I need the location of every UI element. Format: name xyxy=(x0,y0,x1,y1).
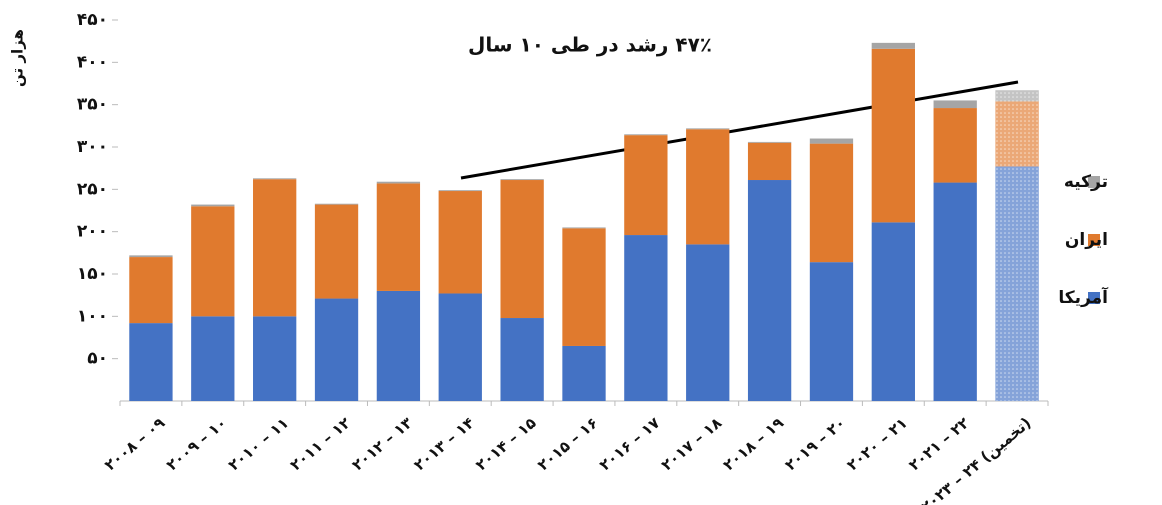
bar-segment xyxy=(129,323,173,401)
x-tick-label: ۲۰۲۳ – ۲۴ (تخمین) xyxy=(917,414,1034,505)
legend-label: ترکیه xyxy=(1064,172,1108,192)
x-tick-label: ۲۰۱۲ – ۱۳ xyxy=(348,414,415,475)
bar-segment xyxy=(933,108,977,183)
bar-segment xyxy=(562,227,606,229)
y-tick-label: ۴۵۰ xyxy=(77,10,108,30)
estimate-overlay xyxy=(995,101,1039,167)
bar-segment xyxy=(933,182,977,401)
bar-segment xyxy=(500,179,544,181)
bar-segment xyxy=(686,128,730,130)
bar-segment xyxy=(253,179,297,317)
y-tick-label: ۳۵۰ xyxy=(77,95,108,115)
y-tick-label: ۱۵۰ xyxy=(77,264,108,284)
bar-segment xyxy=(809,143,854,263)
y-tick-label: ۳۰۰ xyxy=(77,137,108,157)
bar-segment xyxy=(562,345,606,401)
annotation: ۴۷٪ رشد در طی ۱۰ سال xyxy=(468,33,712,57)
bar-segment xyxy=(314,204,359,299)
bar-segment xyxy=(871,48,915,223)
legend-label: آمریکا xyxy=(1058,286,1109,308)
estimate-overlay xyxy=(995,166,1039,401)
x-tick-label: ۲۰۰۹ – ۱۰ xyxy=(163,414,230,475)
bar-segment xyxy=(747,142,792,181)
bar-segment xyxy=(314,298,359,401)
y-tick-label: ۵۰ xyxy=(87,349,108,369)
bar-segment xyxy=(809,138,854,144)
bar-segment xyxy=(747,141,792,143)
bar-segment xyxy=(438,293,482,401)
bar-segment xyxy=(686,244,730,401)
legend-swatch xyxy=(1088,292,1100,304)
bar-segment xyxy=(500,180,544,319)
y-axis-label: هزار تن xyxy=(9,29,27,87)
bar-segment xyxy=(376,290,421,401)
bar-segment xyxy=(809,262,854,401)
legend-label: ایران xyxy=(1065,230,1108,250)
bar-segment xyxy=(933,100,977,109)
y-tick-label: ۲۰۰ xyxy=(77,222,108,242)
x-tick-label: ۲۰۱۷ – ۱۸ xyxy=(658,414,725,475)
bar-segment xyxy=(500,318,544,401)
bar-segment xyxy=(624,134,668,136)
bar-segment xyxy=(314,203,359,205)
bar-segment xyxy=(686,129,730,245)
x-tick-label: ۲۰۱۸ – ۱۹ xyxy=(720,414,787,475)
bar-segment xyxy=(129,257,173,324)
legend-swatch xyxy=(1088,176,1100,188)
bar-segment xyxy=(624,135,668,236)
bar-segment xyxy=(871,42,915,49)
bar-segment xyxy=(376,181,421,184)
bar-segment xyxy=(376,183,421,291)
bar-segment xyxy=(562,228,606,346)
bar-segment xyxy=(253,178,297,180)
x-tick-label: ۲۰۱۱ – ۱۲ xyxy=(287,414,354,475)
bar-segment xyxy=(129,255,173,258)
y-tick-label: ۲۵۰ xyxy=(77,179,108,199)
x-tick-label: ۲۰۱۰ – ۱۱ xyxy=(225,414,292,475)
x-tick-label: ۲۰۱۳ – ۱۴ xyxy=(410,414,477,475)
x-tick-label: ۲۰۲۰ – ۲۱ xyxy=(843,414,910,475)
x-tick-label: ۲۰۱۹ – ۲۰ xyxy=(782,414,849,475)
x-tick-label: ۲۰۱۶ – ۱۷ xyxy=(596,414,663,475)
bar-segment xyxy=(253,316,297,401)
x-tick-label: ۲۰۰۸ – ۰۹ xyxy=(101,414,168,475)
y-tick-label: ۱۰۰ xyxy=(77,306,108,326)
bar-segment xyxy=(624,235,668,401)
bar-segment xyxy=(191,204,235,207)
legend-swatch xyxy=(1088,234,1100,246)
estimate-overlay xyxy=(995,90,1039,102)
x-tick-label: ۲۰۱۴ – ۱۵ xyxy=(472,414,539,475)
bar-segment xyxy=(191,206,235,317)
bar-segment xyxy=(438,191,482,294)
bar-segment xyxy=(438,190,482,192)
trend-line xyxy=(460,80,1019,180)
bar-segment xyxy=(747,180,792,401)
bar-segment xyxy=(191,316,235,401)
bar-segment xyxy=(871,222,915,401)
x-tick-label: ۲۰۱۵ – ۱۶ xyxy=(534,414,601,475)
y-tick-label: ۴۰۰ xyxy=(77,52,108,72)
